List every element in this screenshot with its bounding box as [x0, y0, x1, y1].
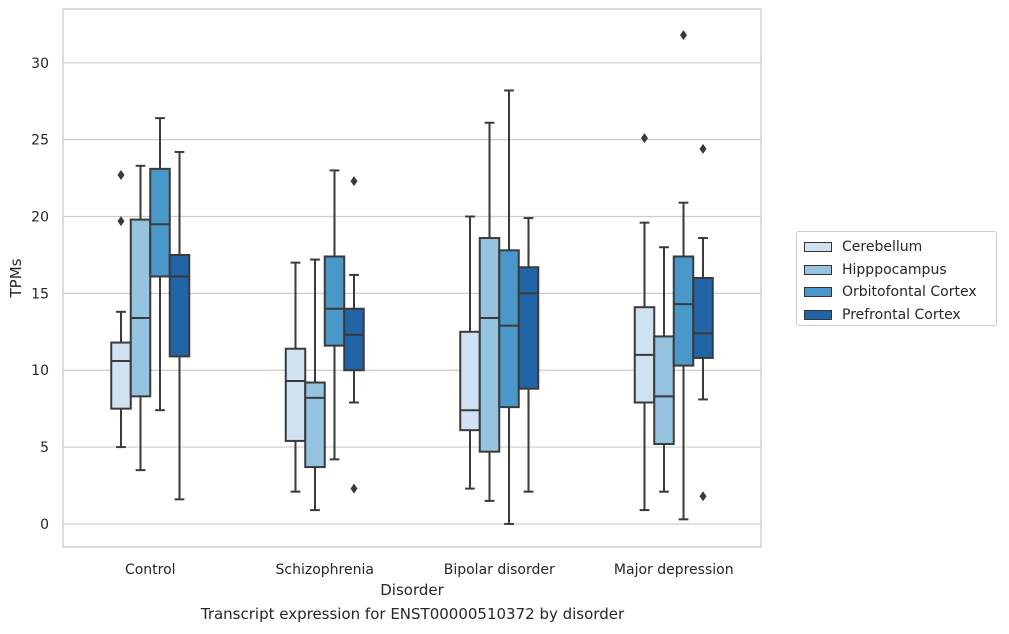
- outlier-point: [641, 133, 648, 144]
- legend-swatch: [804, 287, 832, 298]
- box-hipppocampus: [129, 164, 152, 472]
- box-body: [459, 330, 481, 432]
- legend-item: Orbitofontal Cortex: [804, 281, 996, 304]
- box-prefrontal-cortex: [692, 143, 714, 502]
- box-prefrontal-cortex: [343, 176, 365, 494]
- y-tick-label: 15: [31, 286, 49, 302]
- box-cerebellum: [459, 215, 481, 490]
- legend-item: Hipppocampus: [804, 259, 996, 282]
- x-axis-label: Disorder: [380, 581, 444, 599]
- outlier-point: [680, 30, 687, 41]
- figure-caption: Transcript expression for ENST0000051037…: [200, 605, 625, 623]
- box-body: [149, 167, 171, 278]
- outlier-point: [699, 143, 707, 154]
- box-body: [478, 237, 501, 453]
- box-body: [110, 341, 132, 410]
- y-tick-label: 0: [40, 517, 49, 533]
- x-tick-label: Schizophrenia: [276, 562, 374, 578]
- legend-label: Hipppocampus: [842, 261, 947, 278]
- legend: Cerebellum Hipppocampus Orbitofontal Corte…: [796, 231, 997, 326]
- y-tick-label: 10: [31, 363, 49, 379]
- box-body: [284, 347, 307, 442]
- box-prefrontal-cortex: [517, 217, 540, 493]
- box-body: [343, 307, 365, 372]
- box-hipppocampus: [653, 246, 675, 493]
- box-plot-series: [110, 30, 714, 525]
- box-orbitofontal-cortex: [672, 30, 695, 521]
- x-tick-label: Major depression: [614, 562, 734, 578]
- box-body: [672, 255, 695, 367]
- box-body: [323, 255, 346, 347]
- grid-lines: [63, 62, 761, 525]
- x-tick-label: Control: [125, 562, 176, 578]
- legend-label: Orbitofontal Cortex: [842, 284, 977, 301]
- legend-swatch: [804, 242, 832, 253]
- legend-swatch: [804, 309, 832, 320]
- outlier-point: [117, 216, 125, 227]
- y-axis-ticks: 0 5 10 15 20 25 30: [31, 56, 49, 533]
- box-body: [692, 277, 714, 359]
- y-tick-label: 25: [31, 133, 49, 149]
- box-body: [304, 381, 326, 469]
- plot-area-frame: [62, 8, 762, 548]
- box-body: [168, 253, 191, 358]
- box-cerebellum: [110, 170, 132, 449]
- box-body: [517, 266, 540, 390]
- legend-item: Cerebellum: [804, 236, 996, 259]
- legend-item: Prefrontal Cortex: [804, 304, 996, 327]
- box-hipppocampus: [304, 258, 326, 512]
- box-orbitofontal-cortex: [149, 117, 171, 412]
- box-body: [129, 218, 152, 398]
- outlier-point: [699, 491, 707, 502]
- legend-swatch: [804, 264, 832, 275]
- x-axis-ticks: Control Schizophrenia Bipolar disorder Majo…: [125, 562, 734, 578]
- box-cerebellum: [284, 261, 307, 493]
- y-tick-label: 5: [40, 440, 49, 456]
- box-body: [653, 335, 675, 446]
- outlier-point: [350, 483, 358, 494]
- legend-label: Cerebellum: [842, 239, 923, 256]
- y-tick-label: 30: [31, 56, 49, 72]
- box-orbitofontal-cortex: [323, 169, 346, 461]
- y-tick-label: 20: [31, 210, 49, 226]
- box-body: [498, 249, 520, 409]
- y-axis-label: TPMs: [7, 258, 25, 298]
- legend-label: Prefrontal Cortex: [842, 306, 961, 323]
- x-tick-label: Bipolar disorder: [444, 562, 555, 578]
- outlier-point: [117, 170, 125, 181]
- box-prefrontal-cortex: [168, 150, 191, 501]
- box-hipppocampus: [478, 121, 501, 502]
- outlier-point: [350, 176, 358, 187]
- box-orbitofontal-cortex: [498, 89, 520, 525]
- box-cerebellum: [633, 133, 656, 512]
